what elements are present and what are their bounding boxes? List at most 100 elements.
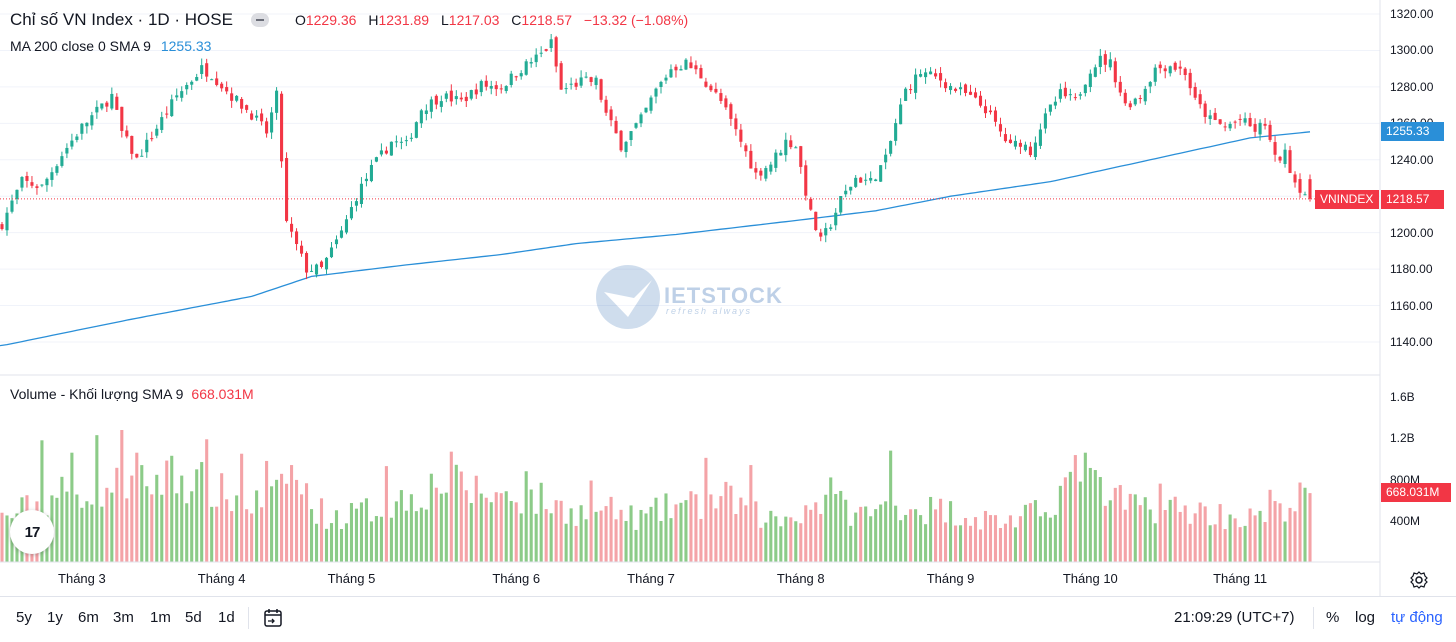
range-1y-button[interactable]: 1y bbox=[47, 609, 63, 626]
volume-bar bbox=[1258, 510, 1262, 562]
candle-body bbox=[1133, 98, 1137, 105]
volume-bar bbox=[359, 502, 363, 562]
candle-body bbox=[914, 74, 918, 93]
volume-bar bbox=[1238, 527, 1242, 562]
candles bbox=[0, 33, 1312, 280]
range-5d-button[interactable]: 5d bbox=[185, 609, 202, 626]
range-5y-button[interactable]: 5y bbox=[16, 609, 32, 626]
volume-bar bbox=[1053, 514, 1057, 562]
candle-body bbox=[374, 157, 378, 162]
candle-body bbox=[1158, 64, 1162, 69]
volume-bar bbox=[978, 529, 983, 562]
time-tick-label: Tháng 3 bbox=[58, 571, 106, 586]
go-to-date-icon[interactable] bbox=[262, 607, 284, 629]
candle-body bbox=[784, 139, 788, 156]
candle-body bbox=[639, 114, 643, 124]
candle-body bbox=[339, 230, 344, 238]
volume-bar bbox=[993, 515, 998, 562]
volume-bar bbox=[280, 473, 284, 562]
candle-body bbox=[958, 87, 963, 90]
volume-bar bbox=[734, 514, 738, 562]
volume-bar bbox=[185, 503, 189, 562]
volume-bar bbox=[1133, 494, 1137, 562]
candle-body bbox=[250, 113, 254, 120]
volume-bar bbox=[240, 453, 244, 562]
volume-bar bbox=[694, 494, 698, 562]
volume-bar bbox=[494, 492, 498, 562]
candle-body bbox=[939, 73, 943, 81]
volume-bar bbox=[454, 464, 458, 562]
candle-body bbox=[569, 83, 573, 85]
auto-scale-toggle[interactable]: tự động bbox=[1391, 609, 1443, 626]
volume-bar bbox=[739, 497, 743, 562]
symbol-title[interactable]: Chỉ số VN Index · 1D · HOSE bbox=[10, 10, 233, 29]
volume-bar bbox=[614, 519, 618, 562]
candle-body bbox=[859, 177, 863, 183]
timezone-button[interactable]: 21:09:29 (UTC+7) bbox=[1174, 609, 1295, 626]
time-tick-label: Tháng 10 bbox=[1062, 571, 1118, 586]
volume-bar bbox=[584, 519, 588, 562]
candle-body bbox=[15, 189, 19, 200]
range-3m-button[interactable]: 3m bbox=[113, 609, 134, 626]
candle-body bbox=[309, 270, 314, 272]
vietstock-watermark-icon bbox=[596, 265, 660, 329]
ma-legend[interactable]: MA 200 close 0 SMA 9 1255.33 bbox=[10, 38, 211, 54]
candle-body bbox=[195, 77, 199, 81]
volume-bar bbox=[354, 508, 359, 562]
volume-tag: 668.031M bbox=[1381, 483, 1451, 502]
candle-body bbox=[185, 84, 189, 90]
toolbar-divider bbox=[1313, 607, 1314, 629]
volume-bar bbox=[1018, 516, 1022, 562]
candle-body bbox=[285, 158, 289, 221]
volume-bar bbox=[519, 513, 523, 562]
volume-bar bbox=[135, 452, 139, 562]
gear-icon[interactable] bbox=[1409, 570, 1429, 590]
volume-bar bbox=[529, 489, 533, 562]
candle-body bbox=[260, 113, 264, 122]
log-toggle[interactable]: log bbox=[1355, 609, 1376, 626]
volume-bar bbox=[794, 521, 798, 562]
candle-body bbox=[5, 212, 9, 231]
volume-bar bbox=[250, 513, 254, 562]
candle-body bbox=[45, 178, 49, 186]
candle-body bbox=[869, 177, 873, 181]
volume-bar bbox=[714, 508, 718, 562]
candle-body bbox=[919, 74, 923, 77]
candle-body bbox=[449, 90, 453, 102]
range-1d-button[interactable]: 1d bbox=[218, 609, 235, 626]
volume-bar bbox=[669, 518, 673, 562]
candle-body bbox=[150, 138, 154, 140]
volume-bar bbox=[769, 510, 773, 562]
volume-bar bbox=[1283, 521, 1287, 562]
candle-body bbox=[1248, 117, 1252, 127]
volume-bar bbox=[404, 510, 408, 562]
candle-body bbox=[609, 109, 613, 121]
volume-bar bbox=[1143, 497, 1147, 562]
volume-bar bbox=[953, 525, 958, 562]
candle-body bbox=[145, 139, 149, 153]
time-tick-label: Tháng 7 bbox=[627, 571, 675, 586]
candle-body bbox=[1283, 149, 1287, 165]
candle-body bbox=[230, 93, 234, 101]
volume-bar bbox=[1308, 493, 1312, 562]
volume-bar bbox=[1048, 517, 1052, 562]
volume-bar bbox=[409, 494, 413, 562]
candle-body bbox=[929, 71, 933, 75]
volume-bar bbox=[90, 504, 94, 562]
percent-toggle[interactable]: % bbox=[1326, 609, 1340, 626]
price-tick-label: 1140.00 bbox=[1390, 335, 1433, 349]
candle-body bbox=[35, 186, 39, 188]
volume-bar bbox=[1063, 477, 1067, 562]
candle-body bbox=[1078, 94, 1082, 96]
range-6m-button[interactable]: 6m bbox=[78, 609, 99, 626]
candle-body bbox=[299, 245, 304, 254]
tradingview-logo[interactable]: 17 bbox=[10, 510, 54, 554]
candle-body bbox=[694, 65, 698, 70]
volume-bar bbox=[779, 526, 783, 562]
candle-body bbox=[968, 91, 973, 95]
volume-bar bbox=[499, 493, 503, 562]
volume-legend[interactable]: Volume - Khối lượng SMA 9 668.031M bbox=[10, 386, 254, 402]
collapse-legend-icon[interactable] bbox=[250, 13, 269, 27]
volume-bar bbox=[1043, 512, 1047, 562]
range-1m-button[interactable]: 1m bbox=[150, 609, 171, 626]
